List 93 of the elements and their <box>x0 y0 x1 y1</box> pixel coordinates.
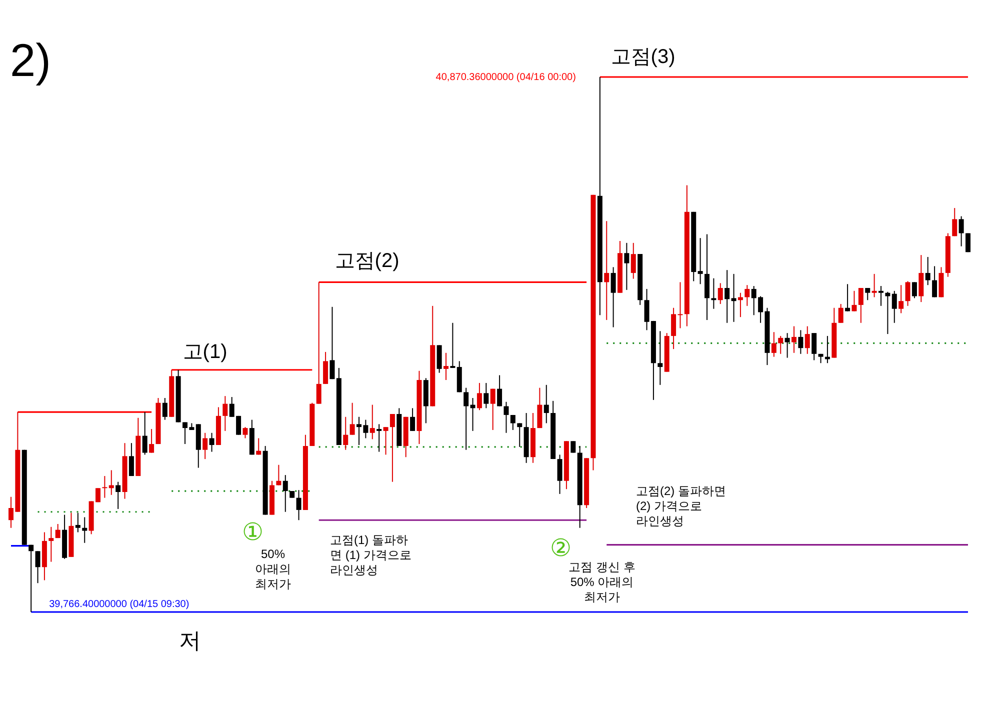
candlestick <box>464 387 469 450</box>
annotation: 고점(2) 돌파하면 (2) 가격으로 라인생성 <box>636 484 726 528</box>
candlestick <box>718 282 723 304</box>
candlestick <box>410 408 416 432</box>
candlestick <box>958 216 964 247</box>
candlestick <box>436 344 442 374</box>
candlestick <box>370 404 375 440</box>
candlestick <box>865 287 870 301</box>
candlestick <box>202 432 208 460</box>
candlestick <box>276 464 282 486</box>
candlestick <box>376 424 382 452</box>
candlestick <box>932 266 938 298</box>
candlestick <box>296 490 302 521</box>
text: 저 <box>179 628 201 653</box>
candlestick <box>724 270 730 324</box>
candlestick <box>798 330 804 354</box>
candlestick <box>390 413 395 482</box>
candlestick <box>952 208 958 237</box>
candlestick <box>878 286 884 306</box>
candlestick <box>142 412 148 456</box>
candlestick <box>484 382 489 409</box>
candlestick <box>330 306 335 380</box>
candlestick <box>905 280 910 306</box>
candlestick <box>744 284 750 306</box>
candlestick <box>350 402 355 436</box>
candlestick <box>604 220 610 320</box>
candlestick <box>209 432 214 452</box>
candlestick <box>784 332 790 358</box>
candlestick <box>771 332 776 358</box>
candlestick <box>537 387 542 429</box>
annotation: ① <box>242 519 264 546</box>
chart-title: 2) <box>10 34 51 86</box>
candlestick <box>892 290 897 324</box>
candlestick <box>75 512 80 533</box>
annotation: ② <box>550 535 572 562</box>
candlestick <box>738 292 743 318</box>
candlestick <box>222 396 228 432</box>
candlestick <box>108 470 114 496</box>
candlestick <box>316 282 322 404</box>
candlestick <box>35 550 40 584</box>
candlestick <box>504 401 509 434</box>
candlestick <box>128 442 134 477</box>
candlestick <box>918 254 924 303</box>
text: 고점(3) <box>610 46 676 68</box>
candlestick <box>256 438 262 456</box>
candlestick <box>444 352 448 381</box>
annotation: 고점 갱신 후 50% 아래의 최저가 <box>568 560 636 604</box>
candlestick <box>323 351 328 384</box>
candlestick <box>149 428 154 454</box>
annotation: 고점(1) 돌파하 면 (1) 가격으로 라인생성 <box>330 533 412 577</box>
annotation: 고점(2) <box>334 250 400 272</box>
candlestick <box>852 290 857 312</box>
candlestick <box>383 426 388 456</box>
candlestick <box>116 481 121 510</box>
candlestick <box>858 287 864 324</box>
candlestick <box>711 278 716 310</box>
candlestick <box>544 384 549 424</box>
candlestick <box>792 326 796 354</box>
candlestick <box>925 256 930 286</box>
annotation: 고(1) <box>182 341 228 363</box>
candlestick <box>658 330 663 386</box>
candlestick <box>476 382 482 411</box>
candlestick <box>55 523 60 539</box>
candlestick <box>490 388 496 430</box>
candlestick <box>630 242 636 280</box>
candlestick <box>102 476 108 498</box>
candlestick <box>510 414 516 430</box>
candlestick <box>517 422 522 448</box>
candlestick <box>570 440 576 454</box>
candlestick <box>838 303 844 324</box>
candlestick <box>497 374 502 407</box>
candlestick <box>804 326 810 354</box>
candlestick <box>343 416 348 450</box>
candlestick <box>731 273 736 322</box>
candlestick <box>82 516 88 544</box>
annotation: 50% 아래의 최저가 <box>255 547 291 591</box>
candlestick <box>812 332 817 361</box>
candlestick <box>898 284 904 314</box>
text: 40,870.36000000 (04/16 00:00) <box>436 72 576 83</box>
candlestick <box>778 335 784 354</box>
candlestick <box>872 273 877 298</box>
candlestick <box>912 282 917 299</box>
candlestick <box>698 238 703 285</box>
candlestick <box>282 474 288 512</box>
candlestick <box>48 526 54 562</box>
candlestick <box>610 266 616 328</box>
series-label: 39,766.40000000 (04/15 09:30) <box>49 599 190 610</box>
candlestick <box>162 397 168 420</box>
candlestick <box>242 426 248 439</box>
candlestick <box>28 544 34 612</box>
candlestick <box>450 322 456 368</box>
candlestick <box>557 454 562 494</box>
candlestick <box>624 242 630 290</box>
